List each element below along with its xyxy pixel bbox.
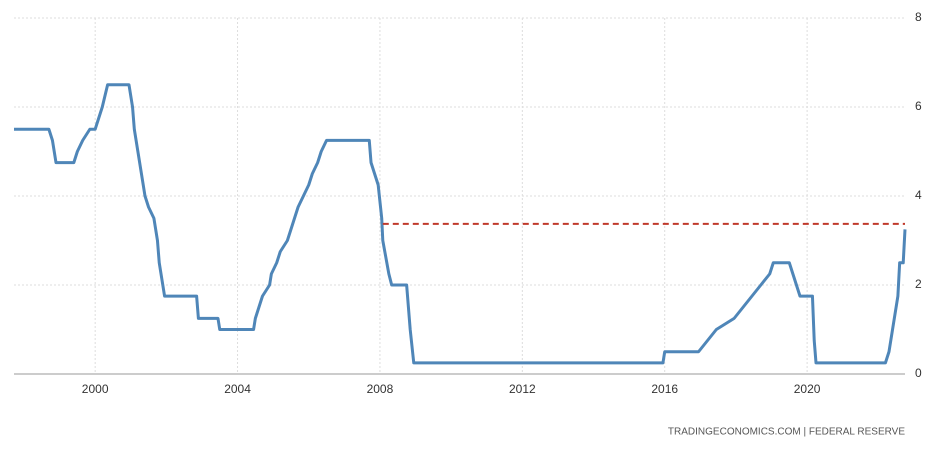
x-tick-label: 2000 [82, 382, 109, 396]
data-line [14, 83, 907, 365]
x-tick-label: 2016 [651, 382, 678, 396]
x-tick-label: 2012 [509, 382, 536, 396]
y-tick-label: 6 [915, 99, 922, 113]
y-tick-label: 2 [915, 277, 922, 291]
y-tick-label: 8 [915, 10, 922, 24]
source: TRADINGECONOMICS.COM | FEDERAL RESERVE [668, 427, 905, 438]
x-tick-label: 2004 [224, 382, 251, 396]
y-tick-label: 4 [915, 188, 922, 202]
x-tick-label: 2008 [367, 382, 394, 396]
x-tick-label: 2020 [794, 382, 821, 396]
y-tick-label: 0 [915, 366, 922, 380]
